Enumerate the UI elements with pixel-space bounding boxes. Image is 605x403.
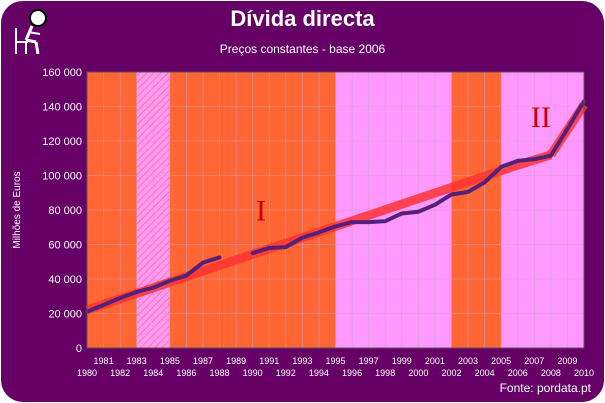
y-tick-label: 140 000: [42, 102, 82, 114]
y-axis-title: Milhões de Euros: [12, 171, 23, 248]
x-tick-label: 1992: [276, 368, 296, 378]
person-reading-chair-icon: [15, 9, 47, 55]
x-tick-label: 2007: [524, 356, 544, 366]
x-tick-label: 1990: [243, 368, 263, 378]
x-tick-label: 1994: [309, 368, 329, 378]
x-tick-label: 2002: [441, 368, 461, 378]
x-tick-label: 1987: [193, 356, 213, 366]
y-tick-label: 40 000: [48, 274, 82, 286]
x-tick-label: 1983: [127, 356, 147, 366]
x-tick-label: 1998: [375, 368, 395, 378]
x-tick-label: 1997: [359, 356, 379, 366]
logo: [8, 6, 54, 58]
x-tick-label: 2008: [541, 368, 561, 378]
x-tick-label: 2009: [557, 356, 577, 366]
y-tick-label: 0: [76, 343, 82, 355]
x-tick-label: 1980: [77, 368, 97, 378]
x-tick-label: 1981: [94, 356, 114, 366]
chart-title: Dívida directa: [230, 6, 375, 31]
x-tick-label: 1993: [292, 356, 312, 366]
plot-border: [86, 71, 585, 349]
y-tick-label: 100 000: [42, 171, 82, 183]
period-label-0: I: [256, 194, 266, 227]
x-tick-label: 1984: [143, 368, 163, 378]
x-tick-label: 2003: [458, 356, 478, 366]
y-tick-label: 80 000: [48, 205, 82, 217]
source-note: Fonte: pordata.pt: [499, 381, 591, 395]
y-tick-label: 120 000: [42, 136, 82, 148]
y-tick-label: 20 000: [48, 309, 82, 321]
x-tick-label: 1985: [160, 356, 180, 366]
x-tick-label: 1988: [210, 368, 230, 378]
x-tick-label: 1986: [176, 368, 196, 378]
x-tick-label: 2005: [491, 356, 511, 366]
x-tick-label: 1995: [325, 356, 345, 366]
x-tick-label: 2006: [508, 368, 528, 378]
x-tick-label: 1999: [392, 356, 412, 366]
x-tick-label: 1989: [226, 356, 246, 366]
x-tick-label: 1982: [110, 368, 130, 378]
y-tick-label: 60 000: [48, 240, 82, 252]
chart-subtitle: Preços constantes - base 2006: [219, 42, 386, 56]
x-tick-label: 2010: [574, 368, 594, 378]
x-tick-label: 1991: [259, 356, 279, 366]
y-tick-label: 160 000: [42, 67, 82, 79]
x-tick-label: 2000: [408, 368, 428, 378]
x-tick-label: 2004: [475, 368, 495, 378]
period-label-1: II: [531, 101, 551, 134]
x-tick-label: 2001: [425, 356, 445, 366]
x-tick-label: 1996: [342, 368, 362, 378]
